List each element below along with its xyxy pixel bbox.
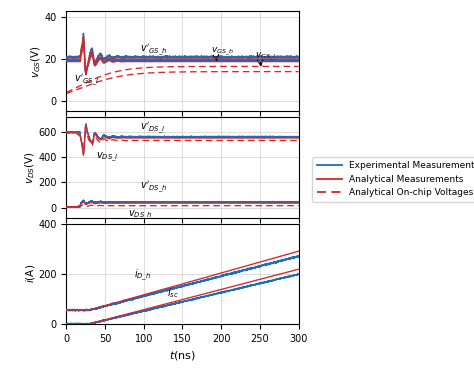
Y-axis label: $v_{DS}$(V): $v_{DS}$(V): [23, 151, 37, 184]
X-axis label: $t$(ns): $t$(ns): [169, 349, 196, 362]
Text: $i_{sc}$: $i_{sc}$: [167, 286, 179, 300]
Y-axis label: $i$(A): $i$(A): [24, 264, 37, 283]
Text: $v_{DS\_h}$: $v_{DS\_h}$: [128, 208, 153, 222]
Text: $i_{D\_h}$: $i_{D\_h}$: [135, 268, 152, 283]
Text: $v_{GS\_l}$: $v_{GS\_l}$: [255, 51, 276, 63]
Text: $v'_{GS\_h}$: $v'_{GS\_h}$: [140, 42, 167, 57]
Y-axis label: $v_{GS}$(V): $v_{GS}$(V): [29, 45, 43, 78]
Text: $v'_{DS\_h}$: $v'_{DS\_h}$: [140, 179, 167, 194]
Text: $v_{GS\_h}$: $v_{GS\_h}$: [211, 46, 234, 58]
Legend: Experimental Measurements, Analytical Measurements, Analytical On-chip Voltages: Experimental Measurements, Analytical Me…: [312, 157, 474, 202]
Text: $v_{DS\_l}$: $v_{DS\_l}$: [96, 151, 118, 164]
Text: $v'_{GS\_l}$: $v'_{GS\_l}$: [74, 72, 100, 86]
Text: $v'_{DS\_l}$: $v'_{DS\_l}$: [140, 120, 165, 135]
